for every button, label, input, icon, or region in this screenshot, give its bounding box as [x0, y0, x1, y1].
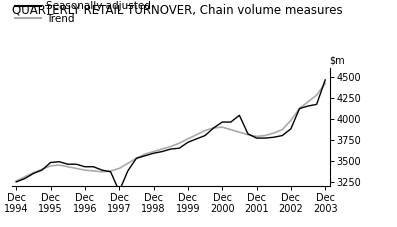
Legend: Seasonally adjusted, Trend: Seasonally adjusted, Trend: [14, 0, 152, 25]
Text: QUARTERLY RETAIL TURNOVER, Chain volume measures: QUARTERLY RETAIL TURNOVER, Chain volume …: [12, 3, 343, 16]
Text: $m: $m: [330, 56, 345, 66]
